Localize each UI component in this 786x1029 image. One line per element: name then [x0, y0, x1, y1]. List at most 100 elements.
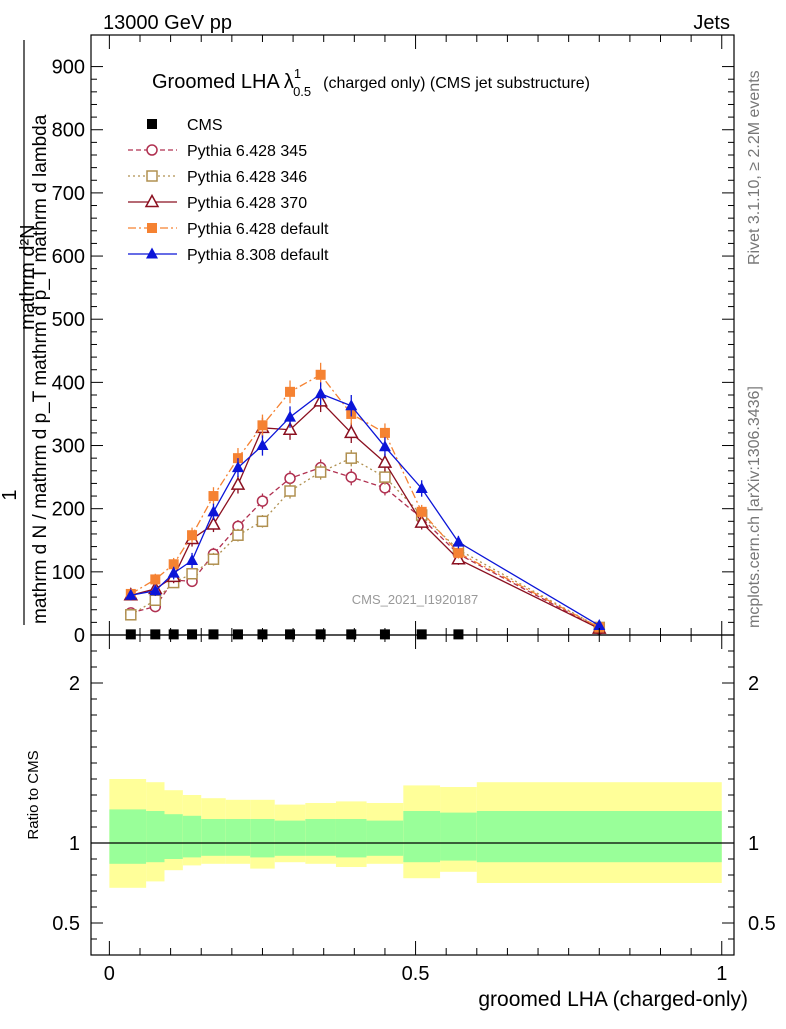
y-tick-label: 400 — [52, 372, 85, 394]
data-point — [453, 629, 464, 640]
data-point — [207, 553, 220, 565]
analysis-label: CMS_2021_I1920187 — [352, 592, 479, 607]
legend-marker — [147, 119, 157, 129]
legend-label: Pythia 6.428 346 — [187, 169, 307, 186]
ratio-band-green — [366, 820, 404, 856]
ratio-y-label: Ratio to CMS — [25, 750, 42, 839]
legend-marker — [146, 144, 158, 156]
ratio-band-green — [201, 819, 226, 856]
y-tick-label: 0 — [74, 625, 85, 647]
data-point — [452, 535, 465, 547]
header-jets-label: Jets — [693, 12, 730, 34]
legend-marker — [144, 193, 160, 208]
ratio-band-green — [146, 811, 165, 863]
main-y-axis: 0 100 200 300 400 500 600 700 800 900 — [52, 57, 734, 647]
data-point — [125, 629, 136, 640]
rivet-version-label: Rivet 3.1.10, ≥ 2.2M events — [746, 70, 763, 265]
data-point — [379, 427, 390, 438]
data-point — [416, 506, 427, 517]
data-point — [345, 471, 358, 483]
plot-title-rest: (charged only) (CMS jet substructure) — [323, 75, 590, 92]
data-point — [285, 629, 296, 640]
data-point — [282, 421, 298, 435]
y-label-numerator: 1 — [0, 489, 21, 500]
data-point — [256, 515, 269, 528]
x-tick-label: 0.5 — [402, 963, 430, 985]
data-point — [346, 629, 357, 640]
plot-title: Groomed LHA λ1 0.5 (charged only) (CMS jet … — [152, 66, 590, 99]
data-point — [150, 574, 161, 585]
series-0 — [125, 629, 464, 640]
data-point — [345, 399, 358, 411]
data-point — [256, 495, 269, 507]
ratio-band-green — [164, 814, 183, 859]
y-tick-label: 700 — [52, 183, 85, 205]
main-marks — [123, 362, 607, 640]
data-point — [379, 471, 391, 483]
legend-marker — [147, 223, 157, 233]
ratio-plot: 0 0.5 1 0.5 0.5 1 1 2 2 Ratio to CMS groomed LHA… — [25, 634, 776, 1011]
series-line — [130, 457, 600, 628]
ratio-y-tick-label: 0.5 — [52, 913, 80, 935]
data-point — [416, 629, 427, 640]
header-energy-label: 13000 GeV pp — [103, 12, 232, 34]
data-point — [231, 461, 244, 473]
ratio-band-green — [440, 812, 477, 861]
ratio-band-green — [335, 819, 367, 858]
data-point — [453, 547, 464, 558]
data-point — [187, 629, 198, 640]
ratio-band-green — [182, 815, 202, 858]
ratio-band-green — [250, 819, 275, 858]
ratio-y-tick-label-right: 2 — [748, 673, 759, 695]
series-line — [130, 392, 600, 627]
legend-marker — [146, 170, 158, 182]
data-point — [284, 472, 296, 485]
ratio-y-tick-label: 1 — [69, 833, 80, 855]
data-point — [345, 452, 358, 464]
plot-title-symbol: λ — [284, 71, 294, 93]
data-point — [208, 629, 219, 640]
data-point — [168, 629, 179, 640]
data-point — [315, 629, 326, 640]
data-point — [285, 386, 296, 397]
y-tick-label: 200 — [52, 499, 85, 521]
legend-label: Pythia 6.428 default — [187, 221, 329, 238]
ratio-band-green — [109, 809, 147, 864]
data-point — [343, 424, 359, 439]
x-axis-label: groomed LHA (charged-only) — [478, 988, 748, 1011]
plot-title-sub: 0.5 — [293, 84, 311, 99]
legend-label: CMS — [187, 117, 223, 134]
y-tick-label: 300 — [52, 436, 85, 458]
data-point — [232, 529, 244, 541]
legend-label: Pythia 6.428 370 — [187, 195, 307, 212]
data-point — [284, 485, 296, 497]
ratio-band-green — [476, 811, 722, 863]
y-label-top: mathrm d²N — [17, 224, 39, 330]
data-point — [232, 629, 243, 640]
y-tick-label: 900 — [52, 57, 85, 79]
data-point — [186, 567, 198, 580]
data-point — [593, 619, 606, 631]
ratio-band-green — [403, 811, 441, 863]
data-point — [149, 594, 162, 607]
y-label-denominator: mathrm d N / mathrm d p_T mathrm d p_T m… — [30, 114, 51, 624]
data-point — [124, 588, 137, 600]
x-tick-label: 0 — [104, 963, 115, 985]
ratio-band-green — [305, 819, 336, 856]
y-tick-label: 800 — [52, 120, 85, 142]
ratio-band-green — [274, 820, 306, 856]
legend-label: Pythia 6.428 345 — [187, 143, 307, 160]
data-point — [378, 440, 391, 452]
series-5 — [124, 382, 606, 631]
plot-title-sup: 1 — [294, 66, 301, 81]
data-point — [284, 410, 297, 422]
data-point — [415, 481, 428, 493]
series-line — [130, 373, 600, 628]
data-point — [315, 369, 326, 380]
legend-marker — [146, 247, 158, 259]
main-y-label: 1 mathrm d²N mathrm d N / mathrm d p_T m… — [0, 40, 51, 625]
data-point — [206, 516, 221, 530]
data-point — [187, 530, 198, 541]
data-point — [167, 566, 180, 578]
